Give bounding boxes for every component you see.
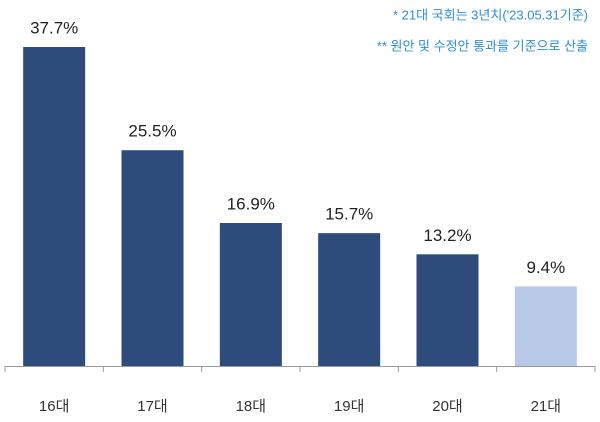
bar — [219, 223, 282, 366]
annotation: ** 원안 및 수정안 통과를 기준으로 산출 — [377, 38, 588, 53]
value-label: 37.7% — [30, 18, 78, 37]
value-label: 15.7% — [325, 205, 373, 224]
bar — [121, 150, 184, 366]
value-label: 25.5% — [128, 122, 176, 141]
bar — [23, 47, 86, 366]
x-tick-label: 16대 — [39, 398, 70, 415]
x-tick-label: 18대 — [236, 398, 267, 415]
x-tick-label: 19대 — [334, 398, 365, 415]
x-tick-label: 21대 — [531, 398, 562, 415]
x-tick-label: 20대 — [432, 398, 463, 415]
bar — [514, 286, 577, 366]
bar — [416, 254, 479, 366]
value-label: 16.9% — [227, 194, 275, 213]
bar — [318, 233, 381, 366]
value-label: 13.2% — [423, 226, 471, 245]
x-tick-label: 17대 — [137, 398, 168, 415]
annotation: * 21대 국회는 3년치('23.05.31기준) — [393, 7, 588, 22]
value-label: 9.4% — [526, 258, 565, 277]
